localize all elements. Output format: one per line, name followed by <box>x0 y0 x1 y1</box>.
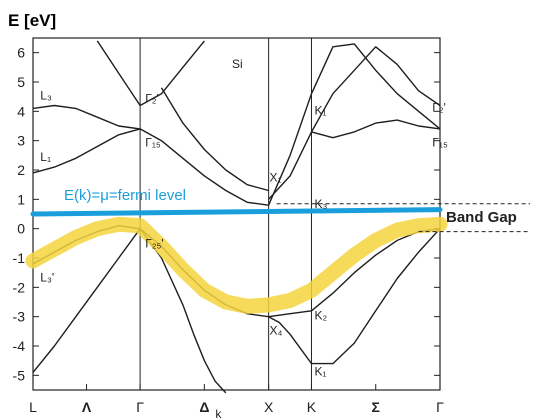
y-tick-label: -2 <box>13 279 26 295</box>
band-line <box>311 119 441 139</box>
band-line <box>267 43 441 206</box>
symmetry-point-label: K₁ <box>314 364 326 378</box>
band-gap-marker <box>276 203 530 233</box>
symmetry-point-label: X₁ <box>269 171 281 185</box>
x-axis-sublabel: k <box>215 407 222 420</box>
fermi-line <box>30 207 443 217</box>
y-axis-title: E [eV] <box>8 11 56 30</box>
symmetry-point-label: Γ₂' <box>432 100 446 114</box>
symmetry-point-label: Γ₁₅ <box>432 136 448 150</box>
y-tick-label: 3 <box>17 133 25 149</box>
y-tick-label: 6 <box>17 45 25 61</box>
x-tick-label: Λ <box>82 399 92 415</box>
x-tick-label: X <box>264 399 274 415</box>
band-line <box>32 104 141 130</box>
band-line <box>139 128 269 206</box>
y-tick-label: 4 <box>17 103 25 119</box>
fermi-level-label: E(k)=μ=fermi level <box>64 187 186 204</box>
symmetry-point-label: Γ₂' <box>145 92 159 106</box>
band-curves <box>32 40 441 394</box>
symmetry-point-label: L₃ <box>40 89 52 103</box>
band-line <box>268 228 441 365</box>
band-line <box>32 228 141 373</box>
x-tick-label: Σ <box>372 399 380 415</box>
y-axis-ticks: 6 5 4 3 2 1 0 -1 -2 -3 -4 -5 <box>13 45 440 383</box>
band-line <box>268 46 441 200</box>
x-tick-label: L <box>29 399 37 415</box>
y-tick-label: -4 <box>13 338 26 354</box>
x-tick-label: Γ <box>436 399 444 415</box>
symmetry-point-label: K₂ <box>314 309 327 323</box>
band-line <box>96 40 205 107</box>
x-tick-label: Γ <box>136 399 144 415</box>
highlight-band-line <box>25 216 448 314</box>
band-line <box>32 128 141 174</box>
y-tick-label: 1 <box>17 191 25 207</box>
y-tick-label: 5 <box>17 74 25 90</box>
x-tick-label: K <box>307 399 317 415</box>
material-label: Si <box>232 57 243 71</box>
symmetry-point-label: K₃ <box>314 197 327 211</box>
symmetry-point-labels: L₃ L₁ L₃' Γ₂' Γ₁₅ Γ₂₅' X₁ X₄ K₁ K₃ K₂ K₁ Γ₂' Γ₁₅ <box>40 89 448 379</box>
y-tick-label: -1 <box>13 250 26 266</box>
symmetry-point-label: L₁ <box>40 150 51 164</box>
symmetry-point-label: L₃' <box>40 270 54 284</box>
y-tick-label: -3 <box>13 309 26 325</box>
y-tick-label: -5 <box>13 367 26 383</box>
y-tick-label: 0 <box>17 221 25 237</box>
y-tick-label: 2 <box>17 162 25 178</box>
band-line <box>139 228 227 394</box>
symmetry-point-label: X₄ <box>269 323 282 337</box>
symmetry-point-label: Γ₁₅ <box>145 136 161 150</box>
valence-band-highlight <box>25 216 448 314</box>
band-line <box>160 87 269 192</box>
x-tick-label: Δ <box>199 399 209 415</box>
band-gap-label: Band Gap <box>446 209 517 226</box>
symmetry-point-label: Γ₂₅' <box>145 237 163 251</box>
fermi-level-line <box>30 207 443 217</box>
symmetry-point-label: K₁ <box>314 103 326 117</box>
